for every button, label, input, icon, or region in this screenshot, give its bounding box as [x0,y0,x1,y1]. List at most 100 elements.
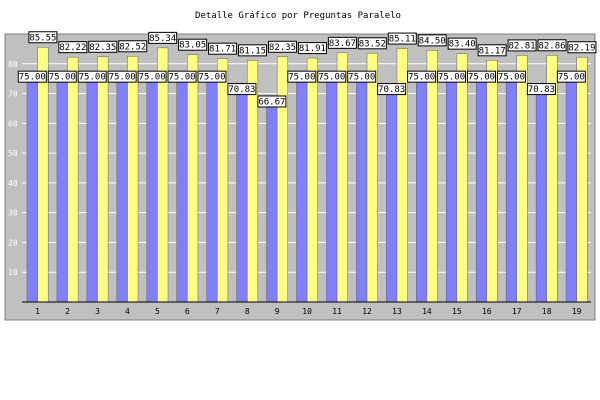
y-tick-label: 30 [8,209,18,218]
bar-series2-12 [366,53,378,303]
bar-series2-19 [576,57,588,303]
x-tick-label: 5 [155,307,160,316]
bar-series1-12 [356,78,368,303]
y-tick-label: 40 [8,179,18,188]
x-tick-label: 14 [422,307,432,316]
data-label-series2-12-box [357,37,387,50]
data-label-series1-14-box [407,70,437,83]
data-label-series2-16-box [477,44,507,57]
data-label-series2-6: 83.05 [179,41,206,51]
bar-series1-14 [416,78,428,303]
data-label-series2-10: 81.91 [299,44,326,54]
data-label-series1-12-box [347,70,377,83]
bar-series2-3 [97,56,109,303]
data-label-series1-11: 75.00 [318,73,345,83]
bar-series1-18 [535,90,547,303]
data-label-series2-13: 85.11 [389,35,416,45]
bar-series2-7 [217,58,229,303]
bar-series1-13 [386,90,398,303]
data-label-series1-4: 75.00 [109,73,136,83]
data-label-series2-8-box [238,44,268,57]
data-label-series2-4-box [118,40,148,53]
bar-series1-8 [236,90,248,303]
bar-series1-15 [446,78,458,303]
data-label-series2-11-box [327,36,357,49]
x-tick-label: 17 [512,307,522,316]
data-label-series2-8: 81.15 [239,46,266,56]
data-label-series2-9: 82.35 [269,43,296,53]
data-label-series2-14: 84.50 [419,36,446,46]
y-tick-label: 60 [8,119,18,128]
data-label-series2-16: 81.17 [479,46,506,56]
x-tick-label: 7 [215,307,220,316]
data-label-series1-15-box [437,70,467,83]
x-tick-label: 2 [65,307,70,316]
bar-series2-4 [127,56,139,303]
bar-series2-5 [157,47,169,303]
data-label-series2-10-box [297,42,327,55]
y-tick-label: 20 [8,238,18,247]
data-label-series1-1: 75.00 [19,73,46,83]
data-label-series2-17: 82.81 [509,41,536,51]
y-tick-label: 10 [8,268,18,277]
x-tick-label: 3 [95,307,100,316]
bar-series1-10 [296,78,308,303]
data-label-series1-10: 75.00 [288,73,315,83]
data-label-series2-1-box [28,31,58,44]
data-label-series1-11-box [317,70,347,83]
data-label-series2-18: 82.86 [538,41,565,51]
data-label-series2-15: 83.40 [449,40,476,50]
x-tick-label: 8 [245,307,250,316]
x-tick-label: 16 [482,307,492,316]
x-tick-label: 12 [362,307,372,316]
x-tick-label: 10 [302,307,312,316]
data-label-series1-12: 75.00 [348,73,375,83]
data-label-series1-9-box [257,95,287,108]
chart-title: Detalle Gráfico por Preguntas Paralelo [195,11,401,21]
y-tick-label: 70 [8,90,18,99]
data-label-series2-18-box [537,39,567,52]
bar-series2-6 [187,54,199,303]
data-label-series1-3: 75.00 [79,73,106,83]
data-label-series2-9-box [267,40,297,53]
bar-series2-10 [306,57,318,303]
bar-series1-19 [565,78,577,303]
x-tick-label: 11 [332,307,342,316]
y-tick-label: 50 [8,149,18,158]
bar-series2-1 [37,47,49,303]
bar-series2-16 [486,60,498,303]
bar-series1-2 [56,78,68,303]
data-label-series1-3-box [77,70,107,83]
bar-series1-17 [505,78,518,303]
data-label-series1-18: 70.83 [528,85,555,95]
data-label-series1-1-box [17,70,47,83]
data-label-series1-6: 75.00 [168,73,195,83]
bar-series1-1 [26,78,38,303]
data-label-series2-7-box [208,42,238,55]
data-label-series1-9: 66.67 [258,97,285,107]
data-label-series2-2-box [58,41,88,54]
x-tick-label: 19 [572,307,582,316]
bar-series2-17 [516,55,528,303]
data-label-series1-16-box [467,70,497,83]
data-label-series1-5: 75.00 [139,73,166,83]
data-label-series1-8-box [227,83,257,96]
x-tick-label: 18 [542,307,552,316]
bar-series1-16 [475,78,488,303]
data-label-series2-3: 82.35 [89,43,116,53]
data-labels-layer: 75.00 75.00 75.00 75.00 75.00 75.00 75.0070.83… [17,31,597,108]
data-label-series1-7: 75.00 [198,73,225,83]
data-label-series2-1: 85.55 [29,33,56,43]
data-label-series1-15: 75.00 [438,73,465,83]
data-label-series2-11: 83.67 [329,39,356,49]
bar-series1-3 [86,78,98,303]
bars-layer [26,47,588,303]
data-label-series1-13: 70.83 [378,85,405,95]
bar-series1-9 [266,103,278,303]
data-label-series1-17: 75.00 [498,73,525,83]
x-tick-label: 6 [185,307,190,316]
data-label-series1-19-box [556,70,586,83]
x-tick-label: 15 [452,307,462,316]
bar-series2-11 [336,52,348,303]
